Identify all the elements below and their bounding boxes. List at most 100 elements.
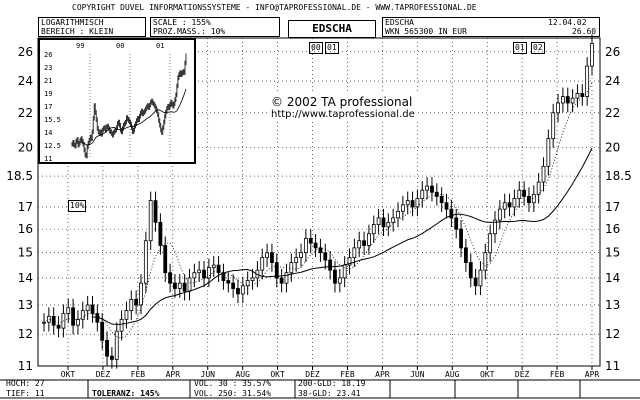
x-tick-label: AUG — [235, 370, 250, 379]
candle-body — [303, 237, 308, 254]
x-tick-label: JUN — [410, 370, 425, 379]
x-tick-label: APR — [166, 370, 181, 379]
date-label: 12.04.02 — [548, 18, 587, 27]
candle-body — [507, 202, 512, 208]
inset-y-label: 19 — [44, 90, 52, 98]
candle-body — [434, 191, 439, 197]
candle-body — [468, 262, 473, 279]
candle-body — [139, 282, 143, 306]
y-tick-label-right: 12 — [605, 327, 620, 341]
candle-body — [318, 247, 323, 254]
y-tick-label: 14 — [18, 271, 33, 285]
candle-body — [551, 112, 556, 140]
wkn-label: WKN 565300 IN EUR — [385, 27, 467, 36]
candle-body — [517, 189, 522, 199]
y-tick-label: 11 — [18, 359, 33, 373]
candle-body — [76, 318, 80, 326]
inset-chart: 26 23 21 19 17 15.5 14 12.5 11 99 00 01 — [38, 38, 196, 164]
candle-body — [575, 93, 580, 99]
inset-year-label: 01 — [156, 42, 164, 50]
year-marker: 01 — [325, 42, 339, 54]
y-tick-label: 20 — [18, 141, 33, 155]
candle-body — [502, 202, 507, 210]
candle-body — [226, 280, 231, 284]
candle-body — [415, 198, 420, 208]
year-marker: 01 — [513, 42, 527, 54]
y-tick-label: 16 — [18, 222, 33, 236]
candle-body — [342, 264, 347, 279]
candle-body — [333, 269, 337, 284]
gld200-label: 200-GLD: 18.19 — [298, 379, 366, 388]
candle-body — [483, 252, 488, 271]
candle-body — [90, 304, 95, 314]
candle-body — [56, 324, 61, 329]
candle-body — [80, 310, 85, 320]
candle-body — [376, 217, 381, 225]
candle-body — [119, 318, 124, 332]
candle-body — [357, 240, 362, 249]
moving-average-200 — [92, 147, 593, 325]
candle-body — [42, 321, 46, 324]
range-label: BEREICH : KLEIN — [41, 27, 114, 36]
candle-body — [444, 202, 449, 210]
x-tick-label: APR — [585, 370, 600, 379]
candle-body — [46, 315, 51, 323]
inset-y-label: 21 — [44, 77, 52, 85]
copyright-banner: COPYRIGHT DUVEL INFORMATIONSSYSTEME - IN… — [72, 3, 477, 12]
x-tick-label: OKT — [61, 370, 76, 379]
candle-body — [124, 310, 129, 320]
candle-body — [289, 262, 294, 274]
inset-year-label: 99 — [76, 42, 84, 50]
watermark: © 2002 TA professional http://www.taprof… — [268, 94, 418, 121]
y-tick-label-right: 14 — [605, 271, 620, 285]
x-tick-label: OKT — [480, 370, 495, 379]
prozmass-value: PROZ.MASS.: 10% — [153, 27, 226, 36]
candle-body — [274, 262, 279, 279]
y-tick-label: 24 — [18, 74, 33, 88]
inset-y-label: 12.5 — [44, 142, 61, 150]
stock-info-box: EDSCHA WKN 565300 IN EUR — [382, 17, 600, 37]
chart-title: EDSCHA — [312, 22, 352, 35]
scale-value-box: SCALE : 155% PROZ.MASS.: 10% — [150, 17, 280, 37]
vol250-label: VOL. 250: 31.54% — [194, 389, 272, 398]
candle-body — [493, 219, 497, 235]
candle-body — [66, 307, 71, 314]
y-tick-label-right: 15 — [605, 246, 620, 260]
candle-body — [299, 252, 303, 259]
candle-body — [163, 245, 168, 274]
candle-body — [153, 200, 158, 223]
x-tick-label: DEZ — [96, 370, 111, 379]
candle-body — [236, 288, 240, 295]
candle-body — [367, 233, 371, 246]
candle-body — [473, 277, 478, 287]
candle-body — [585, 65, 590, 97]
candle-body — [541, 165, 546, 183]
y-tick-label: 18.5 — [6, 169, 33, 183]
y-tick-label-right: 22 — [605, 106, 620, 120]
inset-y-label: 23 — [44, 64, 52, 72]
candle-body — [449, 208, 454, 219]
candle-body — [556, 102, 560, 114]
stock-name: EDSCHA — [385, 18, 414, 27]
candle-body — [561, 96, 565, 104]
candle-body — [454, 217, 459, 230]
candle-body — [187, 277, 192, 292]
y-tick-label-right: 16 — [605, 222, 620, 236]
candle-body — [512, 198, 517, 208]
y-tick-label: 15 — [18, 246, 33, 260]
candle-body — [323, 252, 328, 261]
hoch-label: HOCH: 27 — [6, 379, 45, 388]
candle-body — [216, 264, 221, 274]
scale-info-box: LOGARITHMISCH BEREICH : KLEIN — [38, 17, 146, 37]
gld38-label: 38-GLD: 23.41 — [298, 389, 361, 398]
inset-year-label: 00 — [116, 42, 124, 50]
candle-body — [109, 355, 114, 360]
candle-body — [337, 277, 342, 284]
candle-body — [294, 257, 299, 263]
y-tick-label-right: 18.5 — [605, 169, 632, 183]
year-marker: 02 — [531, 42, 545, 54]
inset-y-label: 17 — [44, 103, 52, 111]
candle-body — [192, 272, 197, 279]
inset-y-label: 14 — [44, 129, 52, 137]
